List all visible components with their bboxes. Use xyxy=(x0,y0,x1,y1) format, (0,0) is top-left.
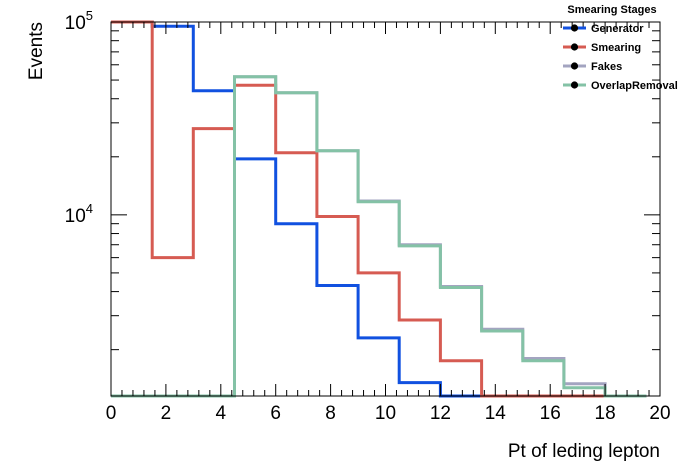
x-tick-label: 10 xyxy=(375,403,396,424)
x-tick-label: 12 xyxy=(430,403,451,424)
legend-entry-generator: Generator xyxy=(563,23,644,35)
x-tick-labels: 0 2 4 6 8 10 12 14 16 18 20 xyxy=(106,403,671,424)
legend-label: Generator xyxy=(591,23,644,35)
x-tick-label: 2 xyxy=(161,403,172,424)
y-tick-labels: 104 105 xyxy=(65,8,93,227)
y-tick-label: 104 xyxy=(65,201,93,227)
y-axis-title: Events xyxy=(26,22,47,80)
legend-marker-icon xyxy=(570,81,579,89)
x-tick-label: 20 xyxy=(649,403,670,424)
legend-title: Smearing Stages xyxy=(567,4,656,16)
legend-marker-icon xyxy=(570,62,579,70)
x-tick-label: 14 xyxy=(485,403,507,424)
x-axis-title: Pt of leding lepton xyxy=(508,441,660,462)
tick-layer xyxy=(110,21,661,396)
x-tick-label: 4 xyxy=(216,403,227,424)
x-tick-label: 0 xyxy=(106,403,117,424)
legend-items: Generator Smearing Fakes OverlapRemoval xyxy=(563,23,678,92)
y-tick-label: 105 xyxy=(65,8,93,34)
x-tick-label: 8 xyxy=(325,403,336,424)
x-tick-label: 16 xyxy=(540,403,561,424)
legend-entry-fakes: Fakes xyxy=(563,61,622,73)
legend: Smearing Stages Generator Smearing Fakes Ov… xyxy=(563,4,678,92)
x-tick-label: 6 xyxy=(270,403,281,424)
series-line-overlapremoval xyxy=(111,75,647,398)
legend-marker-icon xyxy=(570,43,579,51)
legend-label: Smearing xyxy=(591,42,641,54)
legend-entry-smearing: Smearing xyxy=(563,42,641,54)
legend-label: OverlapRemoval xyxy=(591,80,678,92)
legend-marker-icon xyxy=(570,24,579,32)
x-tick-label: 18 xyxy=(595,403,616,424)
legend-entry-overlapremoval: OverlapRemoval xyxy=(563,80,678,92)
legend-label: Fakes xyxy=(591,61,622,73)
